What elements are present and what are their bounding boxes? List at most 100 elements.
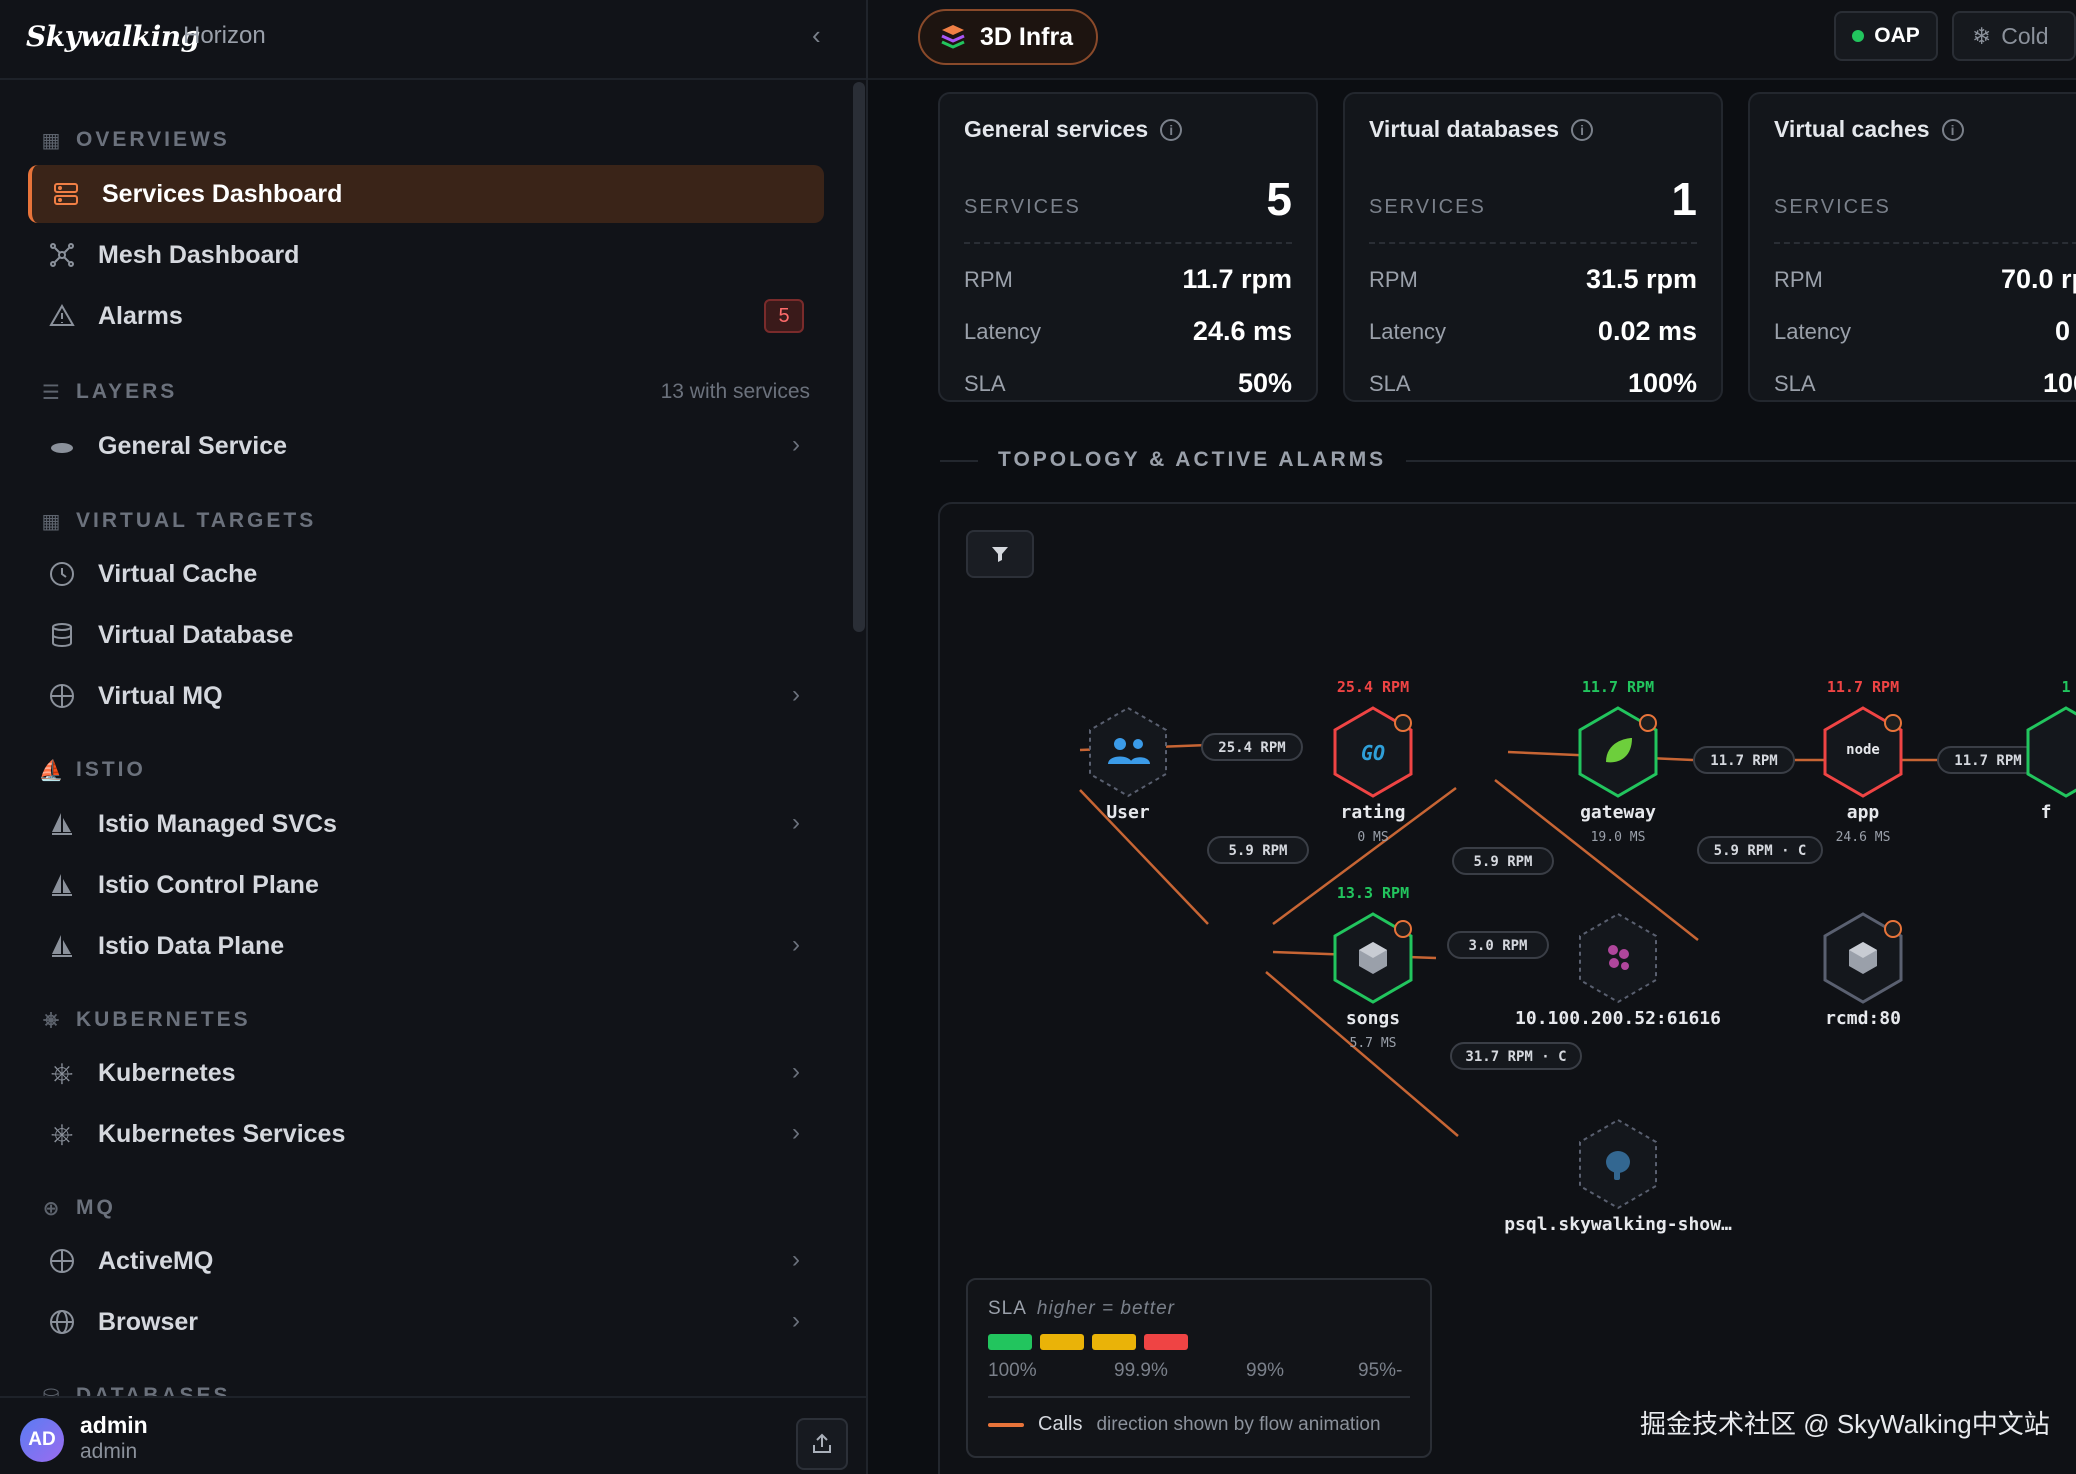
- alarm-dot: [1884, 714, 1902, 732]
- node-gateway[interactable]: 11.7 RPM gateway 19.0 MS: [1578, 678, 1658, 845]
- svg-text:0 MS: 0 MS: [1357, 830, 1388, 845]
- mesh-icon: [48, 241, 76, 269]
- legend-title: SLA higher = better: [988, 1298, 1175, 1319]
- sidebar-item-istio-managed[interactable]: Istio Managed SVCs ›: [28, 795, 824, 853]
- chevron-right-icon: ›: [792, 1058, 800, 1085]
- globe-icon: [48, 682, 76, 710]
- globe-icon: ⊕: [42, 1197, 60, 1220]
- node-mq[interactable]: 10.100.200.52:61616: [1515, 913, 1721, 1029]
- node-songs[interactable]: 13.3 RPM songs 5.7 MS: [1333, 884, 1413, 1051]
- edge-line: [1265, 971, 1459, 1137]
- node-partial-right[interactable]: 1 f: [2026, 678, 2076, 823]
- card-virtual-databases[interactable]: Virtual databases i SERVICES 1 RPM 31.5 rp…: [1343, 92, 1723, 402]
- svg-text:19.0 MS: 19.0 MS: [1591, 830, 1646, 845]
- sidebar-item-general-service[interactable]: General Service ›: [28, 417, 824, 475]
- sidebar-header: Skywalking Horizon ‹: [0, 0, 866, 80]
- legend-level: 100%: [988, 1360, 1037, 1381]
- user-footer: AD admin admin: [0, 1396, 866, 1474]
- legend-level: 99.9%: [1114, 1360, 1168, 1381]
- svg-text:3.0 RPM: 3.0 RPM: [1468, 938, 1527, 954]
- helm-icon: ⎈: [50, 1056, 74, 1088]
- collapse-sidebar-icon[interactable]: ‹: [812, 20, 821, 50]
- card-count: 5: [1266, 173, 1292, 225]
- sidebar-item-mesh-dashboard[interactable]: Mesh Dashboard: [28, 226, 824, 284]
- sidebar-item-istio-data[interactable]: Istio Data Plane ›: [28, 917, 824, 975]
- svg-text:5.9 RPM · C: 5.9 RPM · C: [1714, 843, 1807, 859]
- card-row-latency: Latency 24.6 ms: [964, 316, 1292, 346]
- sidebar-item-virtual-cache[interactable]: Virtual Cache: [28, 545, 824, 603]
- sidebar-scrollbar[interactable]: [853, 82, 865, 632]
- main-area: 3D Infra OAP ❄ Cold General services i SER…: [868, 0, 2076, 1474]
- sidebar-item-label: Virtual Cache: [98, 559, 258, 588]
- sidebar-item-label: Alarms: [98, 301, 183, 330]
- node-psql[interactable]: psql.skywalking-show…: [1504, 1119, 1732, 1235]
- chevron-right-icon: ›: [792, 1307, 800, 1334]
- node-user[interactable]: User: [1089, 707, 1167, 823]
- sidebar-item-activemq[interactable]: ActiveMQ ›: [28, 1232, 824, 1290]
- oap-status-button[interactable]: OAP: [1834, 11, 1938, 61]
- sidebar-item-alarms[interactable]: Alarms 5: [28, 287, 824, 345]
- cold-toggle[interactable]: ❄ Cold: [1952, 11, 2076, 61]
- svg-text:11.7 RPM: 11.7 RPM: [1827, 678, 1899, 696]
- card-row-latency: Latency 0.02 ms: [1369, 316, 1697, 346]
- sidebar-item-virtual-database[interactable]: Virtual Database: [28, 606, 824, 664]
- info-icon[interactable]: i: [1160, 118, 1183, 141]
- filter-button[interactable]: [966, 530, 1034, 578]
- cube-icon: [1359, 942, 1387, 974]
- info-icon[interactable]: i: [1571, 118, 1594, 141]
- sidebar-item-browser[interactable]: Browser ›: [28, 1293, 824, 1351]
- node-rcmd[interactable]: rcmd:80: [1823, 912, 1903, 1029]
- legend-swatch-red: [1144, 1334, 1188, 1350]
- svg-text:5.9 RPM: 5.9 RPM: [1228, 843, 1287, 859]
- sail-icon: [48, 810, 76, 838]
- svg-text:11.7 RPM: 11.7 RPM: [1582, 678, 1654, 696]
- legend-calls: Calls direction shown by flow animation: [988, 1413, 1381, 1436]
- chevron-right-icon: ›: [792, 1119, 800, 1146]
- alarm-count-badge: 5: [764, 299, 804, 333]
- avatar[interactable]: AD: [20, 1418, 64, 1462]
- info-icon[interactable]: i: [1941, 118, 1964, 141]
- sla-legend: SLA higher = better 100% 99.9% 99% 95%- C…: [966, 1278, 1432, 1458]
- card-row-rpm: RPM 11.7 rpm: [964, 264, 1292, 294]
- section-divider: [940, 460, 2076, 462]
- sidebar-item-label: Mesh Dashboard: [98, 240, 300, 269]
- chevron-right-icon: ›: [792, 931, 800, 958]
- tab-3d-infra[interactable]: 3D Infra: [918, 9, 1098, 65]
- svg-text:25.4 RPM: 25.4 RPM: [1337, 678, 1409, 696]
- svg-text:5.9 RPM: 5.9 RPM: [1473, 854, 1532, 870]
- sail-icon: [48, 932, 76, 960]
- elephant-icon: [1606, 1151, 1630, 1180]
- node-icon: node: [1846, 742, 1880, 758]
- app-logo[interactable]: Skywalking: [26, 20, 200, 53]
- svg-text:psql.skywalking-show…: psql.skywalking-show…: [1504, 1214, 1732, 1235]
- sail-icon: [48, 871, 76, 899]
- sidebar-item-virtual-mq[interactable]: Virtual MQ ›: [28, 667, 824, 725]
- card-general-services[interactable]: General services i SERVICES 5 RPM 11.7 rpm…: [938, 92, 1318, 402]
- sidebar-item-kubernetes[interactable]: ⎈ Kubernetes ›: [28, 1044, 824, 1102]
- sidebar-item-istio-control[interactable]: Istio Control Plane: [28, 856, 824, 914]
- browser-globe-icon: [48, 1308, 76, 1336]
- svg-text:app: app: [1847, 802, 1880, 823]
- edge-label: 5.9 RPM: [1452, 847, 1554, 875]
- svg-text:f: f: [2041, 802, 2052, 823]
- sidebar-item-kubernetes-services[interactable]: ⎈ Kubernetes Services ›: [28, 1105, 824, 1163]
- sidebar-item-services-dashboard[interactable]: Services Dashboard: [28, 165, 824, 223]
- svg-text:31.7 RPM · C: 31.7 RPM · C: [1465, 1049, 1566, 1065]
- legend-swatch-yellow: [1040, 1334, 1084, 1350]
- card-sub: SERVICES: [1369, 196, 1486, 218]
- sidebar-item-label: Kubernetes: [98, 1058, 236, 1087]
- edge-label: 3.0 RPM: [1447, 931, 1549, 959]
- card-title: General services i: [964, 116, 1183, 143]
- svg-text:11.7 RPM: 11.7 RPM: [1954, 753, 2021, 769]
- node-app[interactable]: 11.7 RPM node app 24.6 MS: [1823, 678, 1903, 845]
- alarm-dot: [1639, 714, 1657, 732]
- node-rating[interactable]: 25.4 RPM GO rating 0 MS: [1333, 678, 1413, 845]
- svg-text:24.6 MS: 24.6 MS: [1836, 830, 1891, 845]
- export-button[interactable]: [796, 1418, 848, 1470]
- card-row-rpm: RPM 31.5 rpm: [1369, 264, 1697, 294]
- go-icon: GO: [1361, 741, 1385, 765]
